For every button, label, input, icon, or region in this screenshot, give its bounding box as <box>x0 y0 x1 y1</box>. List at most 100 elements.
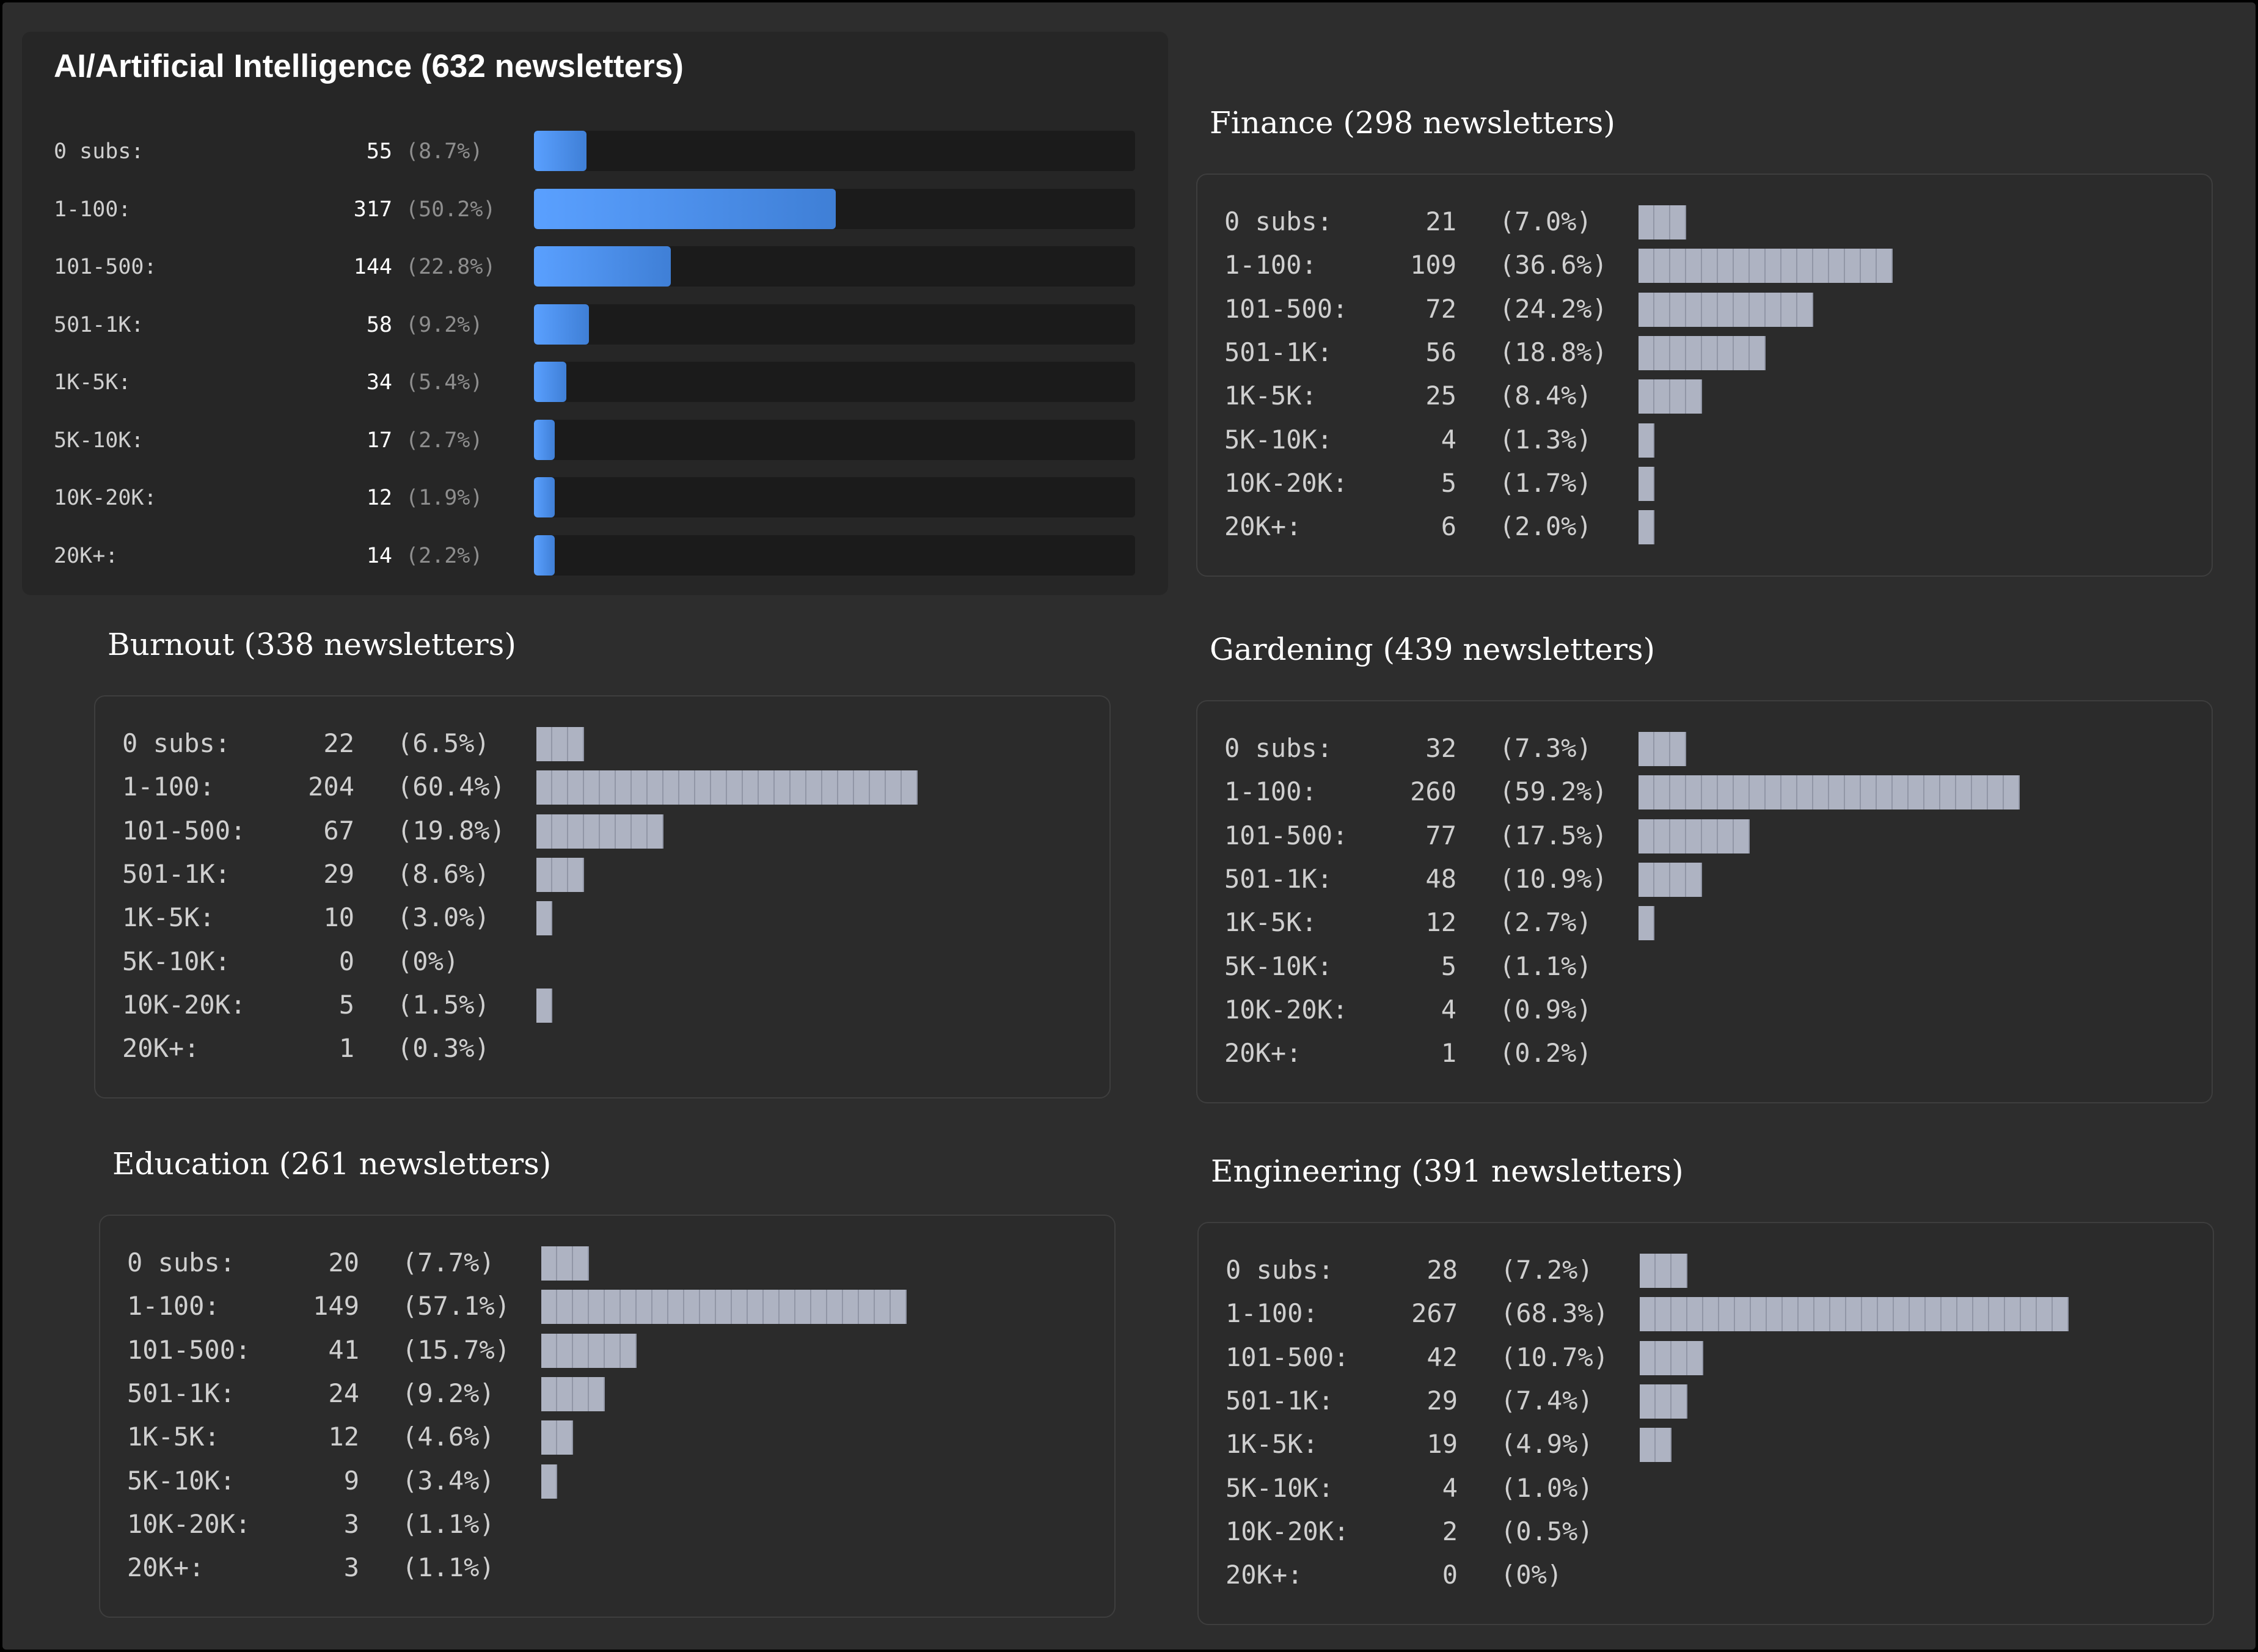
bin-label: 1K-5K: <box>1224 907 1317 938</box>
bar-row: 5K-10K: 4 (1.0%) <box>1199 1467 2213 1510</box>
bin-percent: (8.7%) <box>406 139 483 164</box>
bar-mark <box>536 988 552 1023</box>
bin-count: 260 <box>1410 777 1456 807</box>
bin-label: 1-100: <box>54 197 131 222</box>
bar-row: 101-500: 67 (19.8%) <box>95 810 1109 853</box>
bin-label: 20K+: <box>127 1552 205 1583</box>
bin-percent: (0.3%) <box>397 1033 490 1064</box>
bar-mark <box>1639 732 1686 766</box>
bin-label: 101-500: <box>54 255 157 279</box>
bin-percent: (9.2%) <box>402 1378 495 1408</box>
bar-mark <box>536 814 663 849</box>
bin-label: 10K-20K: <box>122 989 246 1020</box>
bin-label: 20K+: <box>1224 511 1302 542</box>
bin-count: 149 <box>313 1291 359 1321</box>
bin-percent: (10.7%) <box>1500 1342 1609 1372</box>
bin-label: 501-1K: <box>1224 863 1333 894</box>
bin-percent: (5.4%) <box>406 370 483 395</box>
bar-row: 20K+: 1 (0.2%) <box>1197 1032 2212 1075</box>
bar-mark <box>541 1420 573 1455</box>
bar-track <box>534 419 1135 460</box>
bin-label: 501-1K: <box>122 858 231 889</box>
bin-percent: (2.7%) <box>406 428 483 453</box>
bin-label: 1K-5K: <box>127 1422 220 1452</box>
ai-bar-row: 20K+: 14 (2.2%) <box>22 535 1168 576</box>
bin-percent: (1.1%) <box>402 1552 495 1583</box>
bin-count: 12 <box>328 1422 359 1452</box>
bin-label: 0 subs: <box>122 728 231 758</box>
bar-mark <box>541 1290 907 1325</box>
bar-track <box>534 131 1135 171</box>
bin-percent: (1.7%) <box>1499 467 1592 498</box>
bin-percent: (59.2%) <box>1499 777 1608 807</box>
bin-count: 55 <box>366 139 392 164</box>
bar-fill <box>534 477 555 517</box>
ai-bar-row: 101-500: 144 (22.8%) <box>22 246 1168 287</box>
bar-row: 1K-5K: 19 (4.9%) <box>1199 1423 2213 1466</box>
bar-track <box>534 304 1135 345</box>
bin-percent: (7.3%) <box>1499 733 1592 763</box>
bar-mark <box>536 901 552 936</box>
bar-row: 101-500: 41 (15.7%) <box>100 1329 1114 1372</box>
bin-label: 10K-20K: <box>1226 1516 1350 1546</box>
bar-row: 501-1K: 56 (18.8%) <box>1197 331 2212 375</box>
bar-row: 1K-5K: 12 (2.7%) <box>1197 901 2212 945</box>
bin-label: 101-500: <box>122 815 246 846</box>
bin-label: 20K+: <box>1226 1560 1303 1590</box>
bin-label: 5K-10K: <box>1224 424 1333 455</box>
engineering-panel-title: Engineering (391 newsletters) <box>1211 1153 1684 1189</box>
bin-label: 5K-10K: <box>122 946 231 976</box>
bin-percent: (4.9%) <box>1500 1429 1593 1460</box>
bin-count: 41 <box>328 1334 359 1365</box>
bin-percent: (0.9%) <box>1499 994 1592 1025</box>
bar-row: 10K-20K: 5 (1.5%) <box>95 984 1109 1027</box>
bin-percent: (7.7%) <box>402 1248 495 1277</box>
bar-row: 10K-20K: 3 (1.1%) <box>100 1503 1114 1546</box>
bin-label: 0 subs: <box>127 1248 236 1277</box>
bin-count: 4 <box>1441 424 1456 455</box>
bin-count: 3 <box>343 1552 359 1583</box>
bin-count: 34 <box>366 370 392 395</box>
bar-mark <box>536 857 584 892</box>
bin-percent: (0.2%) <box>1499 1038 1592 1069</box>
bin-percent: (9.2%) <box>406 312 483 337</box>
ai-bar-row: 1-100: 317 (50.2%) <box>22 188 1168 229</box>
bin-percent: (3.4%) <box>402 1465 495 1496</box>
bin-label: 5K-10K: <box>54 428 144 453</box>
bar-fill <box>534 246 671 287</box>
bin-percent: (4.6%) <box>402 1422 495 1452</box>
bar-mark <box>1639 819 1750 853</box>
bin-count: 24 <box>328 1378 359 1408</box>
bar-mark <box>536 727 584 761</box>
bar-mark <box>541 1464 557 1499</box>
bin-percent: (60.4%) <box>397 772 506 802</box>
bin-count: 14 <box>366 543 392 568</box>
bin-label: 1-100: <box>127 1291 220 1321</box>
gardening-panel: 0 subs: 32 (7.3%) 1-100: 260 (59.2%) 101-500: 7… <box>1196 700 2213 1103</box>
bin-label: 5K-10K: <box>1226 1472 1334 1503</box>
bar-row: 5K-10K: 0 (0%) <box>95 940 1109 984</box>
bin-count: 25 <box>1425 381 1456 411</box>
bar-fill <box>534 419 555 460</box>
bin-count: 29 <box>1427 1385 1458 1416</box>
bin-count: 0 <box>1442 1560 1458 1590</box>
bin-percent: (24.2%) <box>1499 293 1608 324</box>
bin-count: 4 <box>1441 994 1456 1025</box>
bin-percent: (1.1%) <box>1499 951 1592 981</box>
bin-count: 72 <box>1425 293 1456 324</box>
bar-row: 1K-5K: 10 (3.0%) <box>95 896 1109 940</box>
bin-label: 20K+: <box>54 543 119 568</box>
bin-count: 204 <box>308 772 354 802</box>
bar-mark <box>1640 1340 1703 1375</box>
bin-percent: (1.9%) <box>406 486 483 510</box>
bin-percent: (18.8%) <box>1499 337 1608 367</box>
bar-mark <box>1639 379 1702 414</box>
bin-label: 10K-20K: <box>1224 994 1348 1025</box>
bar-row: 1-100: 267 (68.3%) <box>1199 1292 2213 1336</box>
bar-row: 1-100: 260 (59.2%) <box>1197 770 2212 814</box>
bin-percent: (15.7%) <box>402 1334 511 1365</box>
bar-row: 1-100: 109 (36.6%) <box>1197 244 2212 287</box>
bin-percent: (57.1%) <box>402 1291 511 1321</box>
bin-count: 56 <box>1425 337 1456 367</box>
bin-label: 10K-20K: <box>127 1508 251 1539</box>
